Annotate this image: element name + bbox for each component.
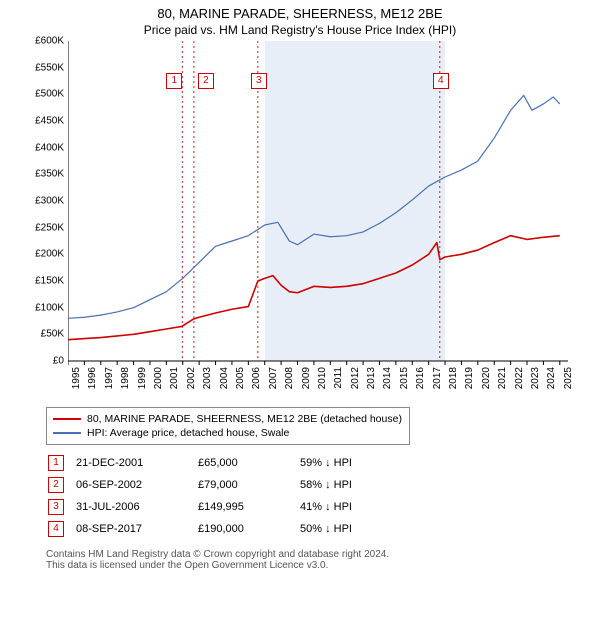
legend-swatch-property [53,418,81,420]
sale-index-box: 4 [48,521,64,537]
y-axis-label: £0 [20,356,64,367]
sale-date: 21-DEC-2001 [76,453,196,473]
sale-date: 08-SEP-2017 [76,519,196,539]
sale-price: £190,000 [198,519,298,539]
sale-delta: 59% ↓ HPI [300,453,362,473]
legend-swatch-hpi [53,432,81,434]
footer-line-1: Contains HM Land Registry data © Crown c… [46,549,600,560]
legend: 80, MARINE PARADE, SHEERNESS, ME12 2BE (… [46,407,410,445]
y-axis-label: £600K [20,36,64,47]
sale-marker-box: 2 [198,73,214,89]
y-axis-label: £100K [20,302,64,313]
y-axis-label: £450K [20,116,64,127]
chart-svg [68,41,568,365]
sale-delta: 58% ↓ HPI [300,475,362,495]
table-row: 4 08-SEP-2017£190,00050% ↓ HPI [48,519,362,539]
y-axis-label: £550K [20,62,64,73]
sale-price: £79,000 [198,475,298,495]
sale-price: £149,995 [198,497,298,517]
footer-line-2: This data is licensed under the Open Gov… [46,560,600,571]
sale-price: £65,000 [198,453,298,473]
sale-index-box: 1 [48,455,64,471]
price-chart: £0 £50K £100K £150K £200K £250K £300K £350K £400… [20,41,580,401]
hpi-shade-band [265,41,445,361]
legend-row-hpi: HPI: Average price, detached house, Swal… [53,426,403,440]
sale-delta: 41% ↓ HPI [300,497,362,517]
legend-row-property: 80, MARINE PARADE, SHEERNESS, ME12 2BE (… [53,412,403,426]
sale-marker-box: 1 [166,73,182,89]
y-axis-label: £500K [20,89,64,100]
y-axis-label: £350K [20,169,64,180]
sale-date: 31-JUL-2006 [76,497,196,517]
sale-date: 06-SEP-2002 [76,475,196,495]
table-row: 3 31-JUL-2006£149,99541% ↓ HPI [48,497,362,517]
legend-label-hpi: HPI: Average price, detached house, Swal… [87,427,289,439]
sale-delta: 50% ↓ HPI [300,519,362,539]
footer: Contains HM Land Registry data © Crown c… [46,549,600,571]
sales-table: 1 21-DEC-2001£65,00059% ↓ HPI 2 06-SEP-2002… [46,451,364,541]
sale-index-box: 3 [48,499,64,515]
y-axis-label: £50K [20,329,64,340]
x-axis-label: 2025 [563,367,597,389]
y-axis-label: £400K [20,142,64,153]
y-axis-label: £300K [20,196,64,207]
sale-index-box: 2 [48,477,64,493]
page-subtitle: Price paid vs. HM Land Registry's House … [0,21,600,41]
legend-label-property: 80, MARINE PARADE, SHEERNESS, ME12 2BE (… [87,413,402,425]
page-title: 80, MARINE PARADE, SHEERNESS, ME12 2BE [0,0,600,21]
y-axis-label: £200K [20,249,64,260]
y-axis-label: £150K [20,276,64,287]
sale-marker-box: 4 [433,73,449,89]
table-row: 1 21-DEC-2001£65,00059% ↓ HPI [48,453,362,473]
y-axis-label: £250K [20,222,64,233]
table-row: 2 06-SEP-2002£79,00058% ↓ HPI [48,475,362,495]
sale-marker-box: 3 [251,73,267,89]
